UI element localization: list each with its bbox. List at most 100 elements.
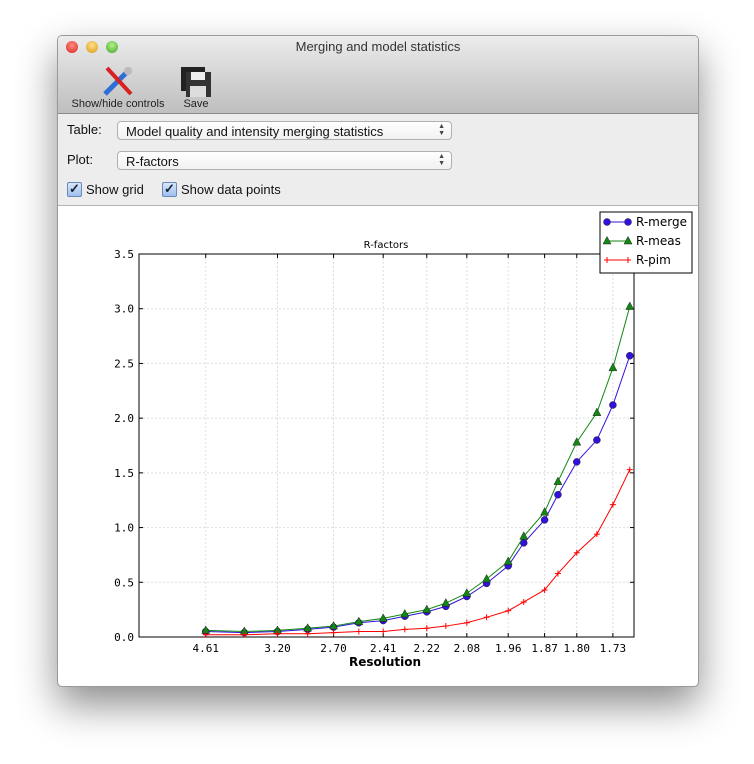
legend-label: R-merge <box>636 215 687 229</box>
y-tick-label: 1.5 <box>114 467 134 480</box>
plot-frame <box>138 253 635 638</box>
show-grid-label: Show grid <box>86 182 144 197</box>
checkmark-icon: ✓ <box>162 182 177 197</box>
show-points-checkbox[interactable]: ✓ Show data points <box>162 182 281 197</box>
data-point <box>626 466 633 473</box>
data-point <box>604 257 610 263</box>
plot-select[interactable]: R-factors ▲ ▼ <box>117 151 452 170</box>
data-point <box>202 631 209 638</box>
chart-title: R-factors <box>364 240 409 251</box>
legend-label: R-pim <box>636 253 671 267</box>
data-point <box>540 516 549 524</box>
data-point <box>463 619 470 626</box>
controls-panel: Table: Model quality and intensity mergi… <box>58 114 698 206</box>
data-point <box>400 608 410 618</box>
chart: R-factors Resolution 0.0 0.5 1.0 1.5 2.0 2.5 3… <box>114 211 693 669</box>
data-point <box>422 604 432 613</box>
table-select[interactable]: Model quality and intensity merging stat… <box>117 121 452 140</box>
data-point <box>625 257 631 263</box>
x-tick-label: 4.61 <box>192 642 219 655</box>
data-point <box>304 630 311 637</box>
show-hide-label: Show/hide controls <box>71 98 165 110</box>
data-point <box>609 501 616 508</box>
window-title: Merging and model statistics <box>295 39 461 54</box>
data-point <box>482 573 492 583</box>
x-axis-label: Resolution <box>349 655 421 669</box>
data-point <box>603 218 611 226</box>
title-bar: Merging and model statistics Show/hide c… <box>58 36 698 114</box>
y-tick-label: 3.5 <box>114 248 134 261</box>
data-point <box>626 352 634 360</box>
data-point <box>572 437 582 446</box>
y-tick-label: 3.0 <box>114 303 134 316</box>
data-point <box>442 623 449 630</box>
y-tick-label: 0.5 <box>114 576 134 589</box>
updown-arrows-icon: ▲ ▼ <box>438 123 445 137</box>
x-tick-label: 2.70 <box>320 642 347 655</box>
data-point <box>609 401 617 409</box>
show-hide-controls-button[interactable]: Show/hide controls <box>66 62 170 110</box>
series-line-r-meas <box>205 306 631 633</box>
data-point <box>423 625 430 632</box>
data-point <box>241 631 248 638</box>
x-tick-label: 1.73 <box>600 642 627 655</box>
legend-label: R-meas <box>636 234 681 248</box>
table-label: Table: <box>67 122 102 137</box>
data-point <box>624 218 632 226</box>
show-grid-checkbox[interactable]: ✓ Show grid <box>67 182 144 197</box>
zoom-button[interactable] <box>106 41 118 53</box>
data-point <box>602 235 612 245</box>
x-tick-label: 2.22 <box>414 642 441 655</box>
data-point <box>593 436 601 444</box>
y-tick-label: 2.5 <box>114 357 134 370</box>
data-point <box>593 531 600 538</box>
data-point <box>573 458 581 466</box>
checkmark-icon: ✓ <box>67 182 82 197</box>
data-point <box>554 570 561 577</box>
updown-arrows-icon: ▲ ▼ <box>438 153 445 167</box>
data-point <box>553 476 563 485</box>
data-point <box>554 490 562 499</box>
data-point <box>483 614 490 621</box>
data-point <box>462 588 472 597</box>
window: Merging and model statistics Show/hide c… <box>57 35 699 687</box>
save-icon <box>181 67 211 97</box>
data-point <box>274 630 281 637</box>
close-button[interactable] <box>66 41 78 53</box>
data-point <box>503 556 513 565</box>
x-tick-label: 2.41 <box>370 642 397 655</box>
data-point <box>520 598 527 605</box>
y-tick-label: 1.0 <box>114 522 134 535</box>
save-label: Save <box>183 98 209 110</box>
x-tick-label: 1.87 <box>531 642 558 655</box>
show-points-label: Show data points <box>181 182 281 197</box>
x-tick-label: 1.96 <box>495 642 522 655</box>
data-point <box>355 628 362 635</box>
tools-icon <box>103 66 133 96</box>
data-point <box>505 607 512 614</box>
data-point <box>378 613 388 622</box>
y-tick-label: 2.0 <box>114 412 134 425</box>
data-point <box>540 507 550 516</box>
data-point <box>625 301 635 310</box>
data-point <box>329 621 338 630</box>
data-point <box>519 531 529 540</box>
plot-select-value: R-factors <box>126 154 179 169</box>
plot-label: Plot: <box>67 152 94 167</box>
y-tick-label: 0.0 <box>114 631 134 644</box>
data-point <box>441 598 451 607</box>
save-button[interactable]: Save <box>178 62 214 110</box>
x-tick-label: 2.08 <box>454 642 481 655</box>
x-tick-label: 3.20 <box>264 642 291 655</box>
data-point <box>541 586 548 593</box>
x-tick-label: 1.80 <box>564 642 591 655</box>
data-point <box>380 628 387 635</box>
series-line-r-pim <box>205 469 631 636</box>
series-line-r-merge <box>205 355 631 634</box>
data-point <box>354 616 364 625</box>
data-point <box>330 629 337 636</box>
table-select-value: Model quality and intensity merging stat… <box>126 124 384 139</box>
minimize-button[interactable] <box>86 41 98 53</box>
data-point <box>592 407 602 416</box>
data-point <box>608 362 618 372</box>
